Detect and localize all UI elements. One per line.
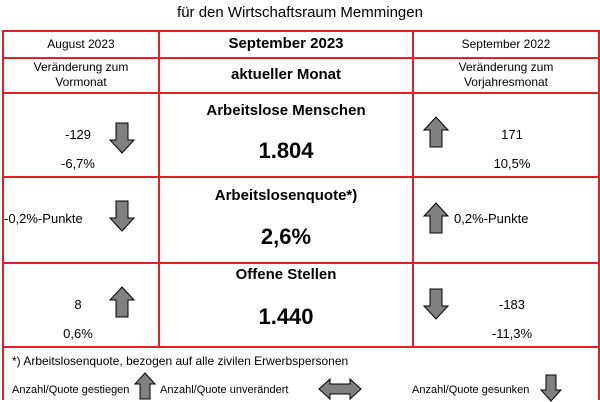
row1-label: Arbeitslose Menschen	[206, 102, 366, 119]
header-right-sub: Veränderung zum Vorjahresmonat	[414, 60, 598, 90]
table-border-right	[598, 30, 600, 400]
table-divider-row1	[2, 92, 600, 94]
row2-value: 2,6%	[260, 224, 312, 249]
row3-left-pct: 0,6%	[63, 326, 93, 341]
table-border-left	[2, 30, 4, 400]
row3-left-abs: 8	[74, 297, 82, 312]
header-left-sub-line1: Veränderung zum	[33, 60, 129, 74]
row1-value: 1.804	[258, 138, 314, 163]
up-arrow-icon	[134, 372, 156, 400]
table-divider-header	[2, 57, 600, 59]
row1-right-pct: 10,5%	[493, 156, 531, 171]
row1-left-pct: -6,7%	[61, 156, 95, 171]
row2-left-text: -0,2%-Punkte	[4, 211, 83, 226]
left-right-arrow-icon	[318, 378, 362, 400]
header-left-month: August 2023	[47, 37, 115, 51]
row2-right-text: 0,2%-Punkte	[454, 211, 529, 226]
down-arrow-icon	[423, 288, 449, 320]
table-divider-row2	[2, 176, 600, 178]
row3-right-abs: -183	[498, 297, 526, 312]
legend-same-label: Anzahl/Quote unverändert	[160, 384, 289, 396]
down-arrow-icon	[540, 374, 562, 402]
row3-value: 1.440	[258, 304, 314, 329]
header-right-sub-line2: Vorjahresmonat	[463, 75, 549, 89]
legend-down-label: Anzahl/Quote gesunken	[412, 384, 530, 396]
row3-label: Offene Stellen	[235, 266, 337, 283]
header-center-sub: aktueller Monat	[230, 66, 342, 83]
header-center-month: September 2023	[228, 35, 344, 52]
table-border-top	[2, 30, 600, 32]
row2-label: Arbeitslosenquote*)	[214, 187, 358, 204]
up-arrow-icon	[423, 116, 449, 148]
footnote: *) Arbeitslosenquote, bezogen auf alle z…	[12, 354, 349, 368]
row1-right-abs: 171	[501, 127, 523, 142]
header-right-sub-line1: Veränderung zum	[458, 60, 554, 74]
header-left-sub: Veränderung zum Vormonat	[4, 60, 158, 90]
header-right-month: September 2022	[461, 37, 551, 51]
down-arrow-icon	[109, 200, 135, 232]
table-divider-footer	[2, 346, 600, 348]
header-left-sub-line2: Vormonat	[55, 75, 107, 89]
table-divider-col1	[158, 30, 160, 348]
table-divider-row3	[2, 262, 600, 264]
table-divider-col2	[412, 30, 414, 348]
up-arrow-icon	[423, 202, 449, 234]
up-arrow-icon	[109, 286, 135, 318]
legend-up-label: Anzahl/Quote gestiegen	[12, 384, 130, 396]
page-title: für den Wirtschaftsraum Memmingen	[177, 4, 423, 21]
down-arrow-icon	[109, 122, 135, 154]
row1-left-abs: -129	[64, 127, 92, 142]
row3-right-pct: -11,3%	[491, 326, 533, 341]
